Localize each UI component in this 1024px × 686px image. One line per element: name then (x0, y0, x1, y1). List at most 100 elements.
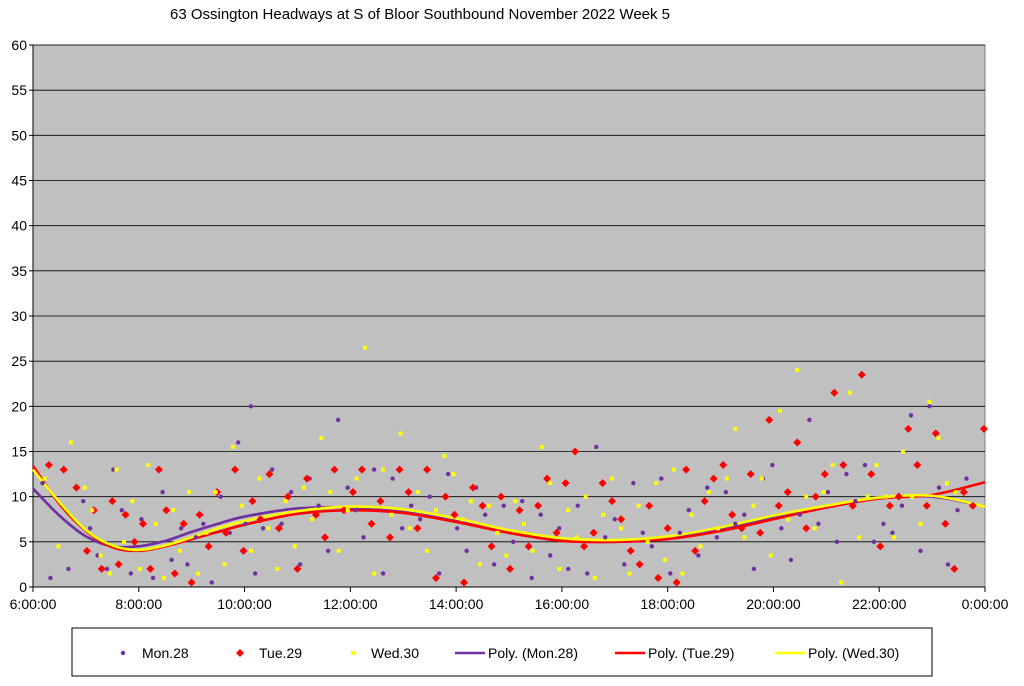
point-tue-29 (709, 474, 718, 483)
point-wed-30 (627, 571, 632, 576)
point-tue-29 (894, 492, 903, 501)
point-wed-30 (187, 490, 192, 495)
point-wed-30 (874, 463, 879, 468)
point-mon-28 (427, 494, 432, 499)
point-wed-30 (777, 408, 782, 413)
point-mon-28 (87, 526, 93, 531)
point-wed-30 (222, 562, 227, 567)
point-tue-29 (793, 438, 802, 447)
point-mon-28 (361, 535, 366, 540)
point-tue-29 (848, 501, 857, 510)
point-mon-28 (538, 512, 543, 517)
point-tue-29 (114, 560, 123, 569)
y-tick-label: 10 (11, 489, 27, 505)
point-mon-28 (770, 462, 775, 468)
point-mon-28 (325, 548, 331, 554)
point-wed-30 (944, 481, 949, 486)
point-wed-30 (107, 571, 112, 576)
point-tue-29 (598, 479, 607, 488)
point-tue-29 (108, 497, 117, 506)
point-mon-28 (119, 508, 125, 513)
point-mon-28 (816, 521, 821, 526)
point-mon-28 (659, 476, 664, 481)
point-tue-29 (663, 524, 672, 533)
point-mon-28 (834, 539, 840, 545)
point-wed-30 (275, 566, 280, 571)
point-wed-30 (592, 575, 597, 580)
point-wed-30 (751, 503, 756, 508)
x-tick-label: 8:00:00 (115, 596, 162, 612)
point-mon-28 (964, 476, 969, 481)
x-tick-label: 22:00:00 (852, 596, 907, 612)
point-tue-29 (265, 470, 274, 479)
point-wed-30 (910, 494, 915, 499)
point-tue-29 (719, 461, 728, 470)
point-tue-29 (626, 546, 635, 555)
point-mon-28 (390, 476, 395, 481)
point-mon-28 (483, 512, 488, 517)
point-tue-29 (700, 497, 709, 506)
point-tue-29 (395, 465, 404, 474)
point-wed-30 (292, 544, 297, 549)
point-mon-28 (491, 562, 497, 567)
point-wed-30 (724, 476, 729, 481)
point-tue-29 (478, 501, 487, 510)
point-wed-30 (927, 399, 932, 404)
point-wed-30 (706, 490, 711, 495)
point-mon-28 (853, 498, 858, 504)
point-mon-28 (454, 526, 460, 531)
legend-label: Mon.28 (142, 645, 189, 661)
point-tue-29 (737, 524, 746, 533)
point-tue-29 (162, 506, 171, 515)
point-mon-28 (622, 562, 627, 567)
point-mon-28 (881, 521, 886, 526)
point-wed-30 (601, 512, 606, 517)
point-wed-30 (42, 476, 47, 481)
point-tue-29 (645, 501, 654, 510)
point-mon-28 (797, 512, 803, 517)
point-wed-30 (530, 548, 535, 553)
point-wed-30 (204, 530, 209, 535)
point-wed-30 (839, 580, 844, 585)
point-mon-28 (279, 521, 284, 526)
point-wed-30 (137, 566, 142, 571)
point-wed-30 (918, 521, 923, 526)
point-wed-30 (636, 503, 641, 508)
x-axis-ticks: 6:00:00 8:00:00 10:00:00 12:00:00 14:00:00 16… (10, 586, 1009, 612)
point-wed-30 (663, 557, 668, 562)
point-tue-29 (423, 465, 432, 474)
point-wed-30 (672, 467, 677, 472)
point-wed-30 (901, 449, 906, 454)
y-axis-ticks: 0 5 10 15 20 25 30 35 40 45 50 55 60 (11, 37, 34, 595)
y-tick-label: 55 (11, 82, 27, 98)
point-tue-29 (82, 546, 91, 555)
point-mon-28 (825, 489, 831, 495)
point-mon-28 (193, 535, 199, 540)
point-wed-30 (619, 526, 624, 531)
point-wed-30 (407, 526, 412, 531)
point-mon-28 (335, 417, 341, 423)
point-tue-29 (857, 370, 866, 379)
point-tue-29 (376, 497, 385, 506)
point-tue-29 (154, 465, 163, 474)
point-wed-30 (345, 508, 350, 513)
point-mon-28 (380, 571, 386, 576)
point-tue-29 (617, 515, 626, 524)
point-mon-28 (529, 575, 534, 581)
point-tue-29 (256, 515, 265, 524)
point-tue-29 (654, 573, 663, 582)
point-wed-30 (354, 476, 359, 481)
point-wed-30 (495, 530, 500, 535)
point-tue-29 (497, 492, 506, 501)
point-tue-29 (179, 519, 188, 528)
point-tue-29 (97, 564, 106, 573)
point-wed-30 (153, 521, 158, 526)
y-tick-label: 30 (11, 308, 27, 324)
point-mon-28 (548, 553, 553, 558)
point-mon-28 (408, 503, 414, 508)
point-wed-30 (398, 431, 403, 436)
point-tue-29 (979, 424, 988, 433)
point-tue-29 (248, 497, 257, 506)
y-tick-label: 15 (11, 444, 27, 460)
point-wed-30 (178, 548, 183, 553)
